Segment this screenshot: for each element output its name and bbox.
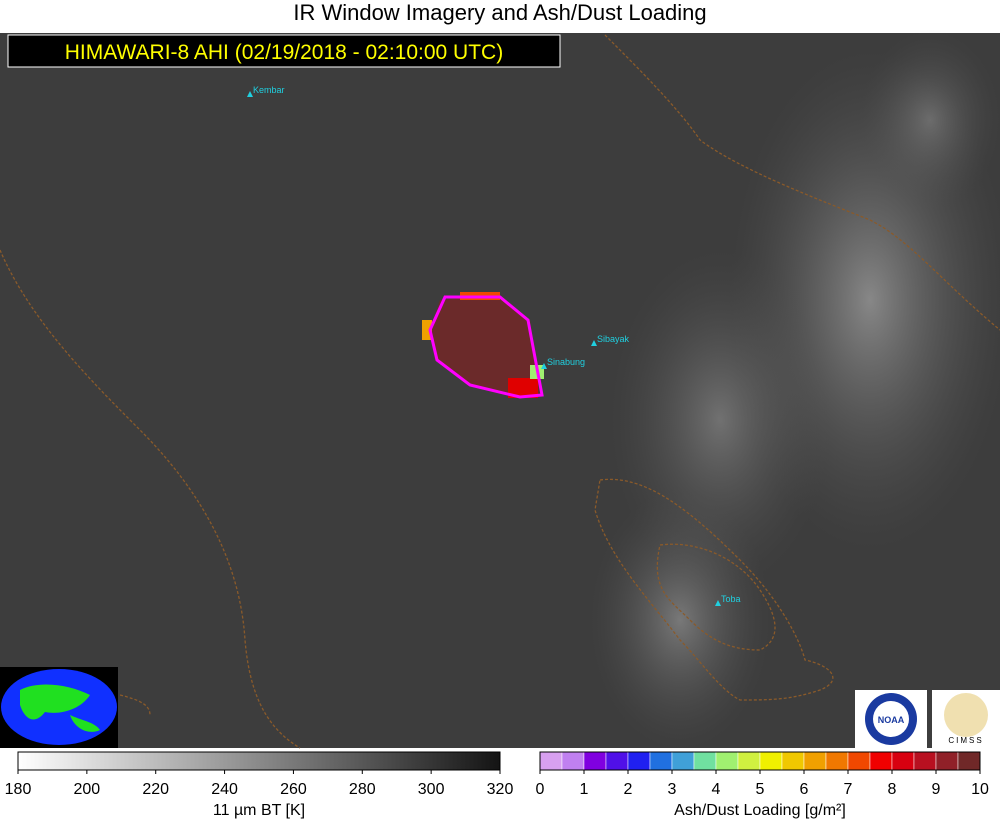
colorbar-segment — [671, 751, 695, 771]
globe-inset — [0, 667, 118, 748]
coastlines — [0, 34, 1000, 749]
colorbar-segment — [693, 751, 717, 771]
tick-label: 0 — [536, 781, 545, 798]
tick-label: 180 — [5, 781, 32, 798]
colorbar-segment — [913, 751, 937, 771]
tick-label: 280 — [349, 781, 376, 798]
volcano-label: Sibayak — [597, 334, 630, 344]
colorbar-segment — [759, 751, 783, 771]
colorbar-segment — [715, 751, 739, 771]
colorbar-segment — [539, 751, 563, 771]
tick-label: 1 — [580, 781, 589, 798]
volcano-marker — [541, 363, 547, 369]
volcano-label: Sinabung — [547, 357, 585, 367]
tick-label: 3 — [668, 781, 677, 798]
volcano-marker — [591, 340, 597, 346]
tick-label: 7 — [844, 781, 853, 798]
tick-label: 320 — [487, 781, 514, 798]
colorbar-segment — [605, 751, 629, 771]
colorbar-segment — [935, 751, 959, 771]
tick-label: 300 — [418, 781, 445, 798]
tick-label: 200 — [74, 781, 101, 798]
subtitle: HIMAWARI-8 AHI (02/19/2018 - 02:10:00 UT… — [65, 41, 503, 64]
tick-label: 6 — [800, 781, 809, 798]
colorbar-segment — [583, 751, 607, 771]
tick-label: 9 — [932, 781, 941, 798]
colorbar-segment — [649, 751, 673, 771]
volcano-markers: Kembar Sibayak Sinabung Toba — [247, 85, 741, 606]
clouds — [590, 30, 1000, 750]
volcano-marker — [247, 91, 253, 97]
logo-text: NOAA — [878, 715, 905, 725]
volcano-label: Toba — [721, 594, 741, 604]
logo-text: CIMSS — [948, 736, 983, 745]
colorbar-segment — [869, 751, 893, 771]
colorbar-segment — [627, 751, 651, 771]
tick-label: 4 — [712, 781, 721, 798]
tick-label: 2 — [624, 781, 633, 798]
tick-label: 240 — [211, 781, 238, 798]
ash-colorbar: 0 1 2 3 4 5 6 7 8 9 10 Ash/Dust Loading [g/m²] — [536, 751, 989, 819]
colorbar-segment — [825, 751, 849, 771]
cimss-logo: CIMSS — [932, 690, 1000, 748]
tick-label: 5 — [756, 781, 765, 798]
tick-label: 220 — [142, 781, 169, 798]
subtitle-box — [7, 34, 561, 68]
volcano-marker — [715, 600, 721, 606]
colorbar-label: Ash/Dust Loading [g/m²] — [674, 802, 846, 819]
colorbar-segment — [737, 751, 761, 771]
noaa-logo: NOAA — [855, 690, 927, 748]
bt-colorbar: 180 200 220 240 260 280 300 320 11 µm BT [K] — [5, 751, 514, 819]
colorbar-segment — [847, 751, 871, 771]
ash-plume — [422, 292, 544, 399]
colorbar-label: 11 µm BT [K] — [213, 802, 305, 819]
tick-label: 8 — [888, 781, 897, 798]
title: IR Window Imagery and Ash/Dust Loading — [293, 0, 706, 25]
colorbar-segment — [957, 751, 981, 771]
colorbar-segment — [781, 751, 805, 771]
colorbar-segment — [891, 751, 915, 771]
tick-label: 10 — [971, 781, 989, 798]
colorbar-gradient — [17, 751, 501, 771]
colorbar-segment — [803, 751, 827, 771]
volcano-label: Kembar — [253, 85, 285, 95]
tick-label: 260 — [280, 781, 307, 798]
colorbar-segment — [561, 751, 585, 771]
